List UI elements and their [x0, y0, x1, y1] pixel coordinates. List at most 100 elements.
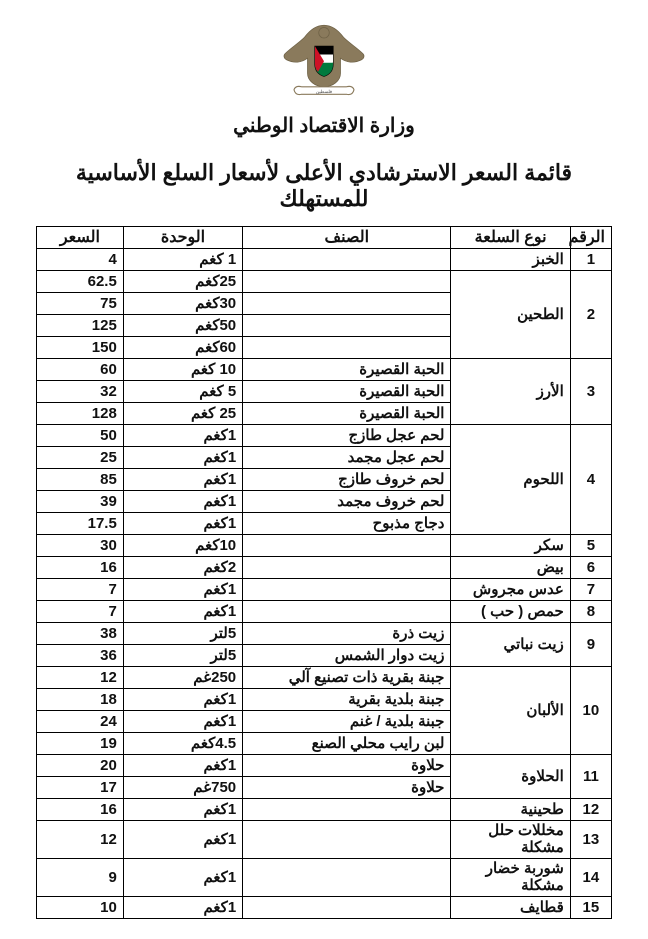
- cell-price: 75: [37, 293, 124, 315]
- cell-unit: 1كغم: [123, 897, 242, 919]
- cell-price: 60: [37, 359, 124, 381]
- cell-num: 8: [570, 601, 611, 623]
- cell-type: حمص ( حب ): [451, 601, 570, 623]
- table-row: 10الألبانجبنة بقرية ذات تصنيع آلي250غم12: [37, 667, 612, 689]
- cell-unit: 1كغم: [123, 579, 242, 601]
- cell-unit: 1كغم: [123, 425, 242, 447]
- cell-unit: 1كغم: [123, 601, 242, 623]
- cell-price: 16: [37, 799, 124, 821]
- cell-type: اللحوم: [451, 425, 570, 535]
- cell-class: لحم خروف طازج: [243, 469, 451, 491]
- cell-class: [243, 859, 451, 897]
- cell-class: [243, 897, 451, 919]
- cell-price: 19: [37, 733, 124, 755]
- cell-num: 6: [570, 557, 611, 579]
- cell-class: دجاج مذبوح: [243, 513, 451, 535]
- cell-unit: 1كغم: [123, 513, 242, 535]
- cell-type: الألبان: [451, 667, 570, 755]
- cell-class: [243, 535, 451, 557]
- table-row: 14شوربة خضار مشكلة1كغم9: [37, 859, 612, 897]
- cell-class: لحم خروف مجمد: [243, 491, 451, 513]
- cell-num: 13: [570, 821, 611, 859]
- cell-class: زيت ذرة: [243, 623, 451, 645]
- cell-class: [243, 293, 451, 315]
- cell-class: [243, 271, 451, 293]
- cell-class: جبنة بلدية / غنم: [243, 711, 451, 733]
- cell-class: [243, 799, 451, 821]
- cell-type: الخبز: [451, 249, 570, 271]
- table-row: 4اللحوملحم عجل طازج1كغم50: [37, 425, 612, 447]
- cell-type: الطحين: [451, 271, 570, 359]
- col-header-class: الصنف: [243, 227, 451, 249]
- cell-unit: 10كغم: [123, 535, 242, 557]
- cell-price: 128: [37, 403, 124, 425]
- cell-price: 24: [37, 711, 124, 733]
- cell-class: الحبة القصيرة: [243, 403, 451, 425]
- table-row: 8حمص ( حب )1كغم7: [37, 601, 612, 623]
- cell-price: 85: [37, 469, 124, 491]
- logo-container: فلسطين: [36, 20, 612, 109]
- cell-class: [243, 315, 451, 337]
- cell-num: 11: [570, 755, 611, 799]
- cell-class: زيت دوار الشمس: [243, 645, 451, 667]
- cell-unit: 1كغم: [123, 799, 242, 821]
- cell-type: الحلاوة: [451, 755, 570, 799]
- cell-num: 10: [570, 667, 611, 755]
- cell-unit: 5لتر: [123, 645, 242, 667]
- cell-type: طحينية: [451, 799, 570, 821]
- cell-price: 12: [37, 821, 124, 859]
- cell-unit: 250غم: [123, 667, 242, 689]
- cell-unit: 50كغم: [123, 315, 242, 337]
- cell-num: 12: [570, 799, 611, 821]
- cell-price: 62.5: [37, 271, 124, 293]
- cell-class: جبنة بلدية بقرية: [243, 689, 451, 711]
- cell-num: 4: [570, 425, 611, 535]
- cell-price: 10: [37, 897, 124, 919]
- cell-type: شوربة خضار مشكلة: [451, 859, 570, 897]
- cell-num: 15: [570, 897, 611, 919]
- cell-type: الأرز: [451, 359, 570, 425]
- ministry-name: وزارة الاقتصاد الوطني: [36, 113, 612, 138]
- cell-price: 30: [37, 535, 124, 557]
- cell-unit: 25كغم: [123, 271, 242, 293]
- cell-class: [243, 821, 451, 859]
- cell-class: حلاوة: [243, 777, 451, 799]
- col-header-price: السعر: [37, 227, 124, 249]
- cell-class: حلاوة: [243, 755, 451, 777]
- cell-unit: 1كغم: [123, 469, 242, 491]
- cell-class: لحم عجل مجمد: [243, 447, 451, 469]
- table-row: 12طحينية 1كغم16: [37, 799, 612, 821]
- cell-price: 16: [37, 557, 124, 579]
- table-header-row: الرقم نوع السلعة الصنف الوحدة السعر: [37, 227, 612, 249]
- cell-type: زيت نباتي: [451, 623, 570, 667]
- col-header-num: الرقم: [570, 227, 611, 249]
- cell-unit: 5لتر: [123, 623, 242, 645]
- cell-price: 36: [37, 645, 124, 667]
- cell-class: لبن رايب محلي الصنع: [243, 733, 451, 755]
- cell-class: [243, 601, 451, 623]
- cell-price: 38: [37, 623, 124, 645]
- cell-price: 18: [37, 689, 124, 711]
- cell-class: جبنة بقرية ذات تصنيع آلي: [243, 667, 451, 689]
- price-table: الرقم نوع السلعة الصنف الوحدة السعر 1الخ…: [36, 226, 612, 919]
- cell-price: 125: [37, 315, 124, 337]
- cell-num: 14: [570, 859, 611, 897]
- cell-num: 2: [570, 271, 611, 359]
- cell-unit: 1كغم: [123, 859, 242, 897]
- table-row: 3الأرزالحبة القصيرة10 كغم60: [37, 359, 612, 381]
- cell-unit: 1كغم: [123, 821, 242, 859]
- cell-type: مخللات حلل مشكلة: [451, 821, 570, 859]
- cell-price: 50: [37, 425, 124, 447]
- document-page: فلسطين وزارة الاقتصاد الوطني قائمة السعر…: [0, 0, 648, 939]
- cell-unit: 5 كغم: [123, 381, 242, 403]
- cell-num: 9: [570, 623, 611, 667]
- cell-unit: 1كغم: [123, 755, 242, 777]
- cell-unit: 10 كغم: [123, 359, 242, 381]
- table-row: 7عدس مجروش1كغم7: [37, 579, 612, 601]
- col-header-type: نوع السلعة: [451, 227, 570, 249]
- cell-type: سكر: [451, 535, 570, 557]
- cell-class: الحبة القصيرة: [243, 381, 451, 403]
- cell-unit: 1 كغم: [123, 249, 242, 271]
- table-row: 9زيت نباتيزيت ذرة5لتر38: [37, 623, 612, 645]
- cell-price: 150: [37, 337, 124, 359]
